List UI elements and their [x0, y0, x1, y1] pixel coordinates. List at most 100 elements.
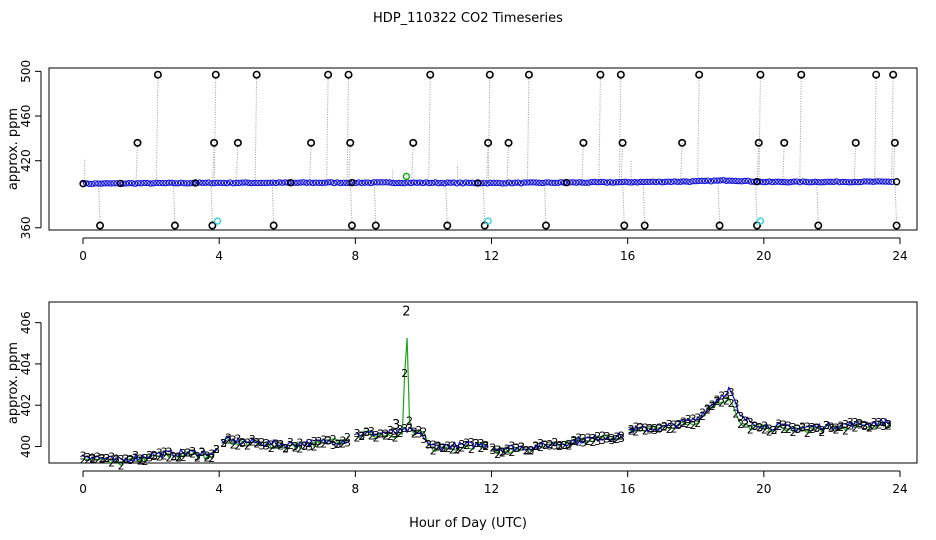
series-2-point-label: 2 — [420, 425, 427, 438]
baseline-point — [236, 179, 243, 187]
baseline-point — [665, 178, 672, 185]
baseline-point — [597, 178, 604, 186]
baseline-point — [701, 177, 709, 185]
series-2-point-label: 2 — [368, 430, 375, 443]
baseline-point — [796, 179, 804, 186]
baseline-point — [352, 179, 359, 187]
spike-line — [526, 74, 530, 183]
series-3-point-label: 3 — [628, 423, 635, 436]
series-3-point-label: 3 — [244, 437, 251, 450]
series-3-point-label: 3 — [220, 437, 227, 450]
series-2-point-label: 2 — [566, 439, 573, 452]
top-y-axis: 360 420 460 500 — [19, 60, 42, 239]
series-3-point-label: 3 — [406, 422, 413, 435]
series-2-point-label: 2 — [561, 439, 568, 452]
spike-line — [680, 142, 683, 182]
series-2-point-label: 2 — [354, 431, 361, 444]
series-2-point-label: 2 — [699, 410, 706, 423]
series-2-point-label: 2 — [287, 439, 294, 452]
baseline-point — [661, 178, 669, 186]
baseline-point — [854, 179, 862, 186]
baseline-point — [585, 179, 592, 186]
baseline-point — [110, 180, 117, 187]
baseline-point — [364, 179, 372, 186]
baseline-point — [107, 180, 114, 187]
baseline-point — [879, 178, 886, 185]
baseline-point — [162, 179, 169, 187]
top-y-tick-label: 420 — [19, 149, 33, 172]
baseline-point — [809, 178, 816, 186]
baseline-point — [321, 179, 329, 186]
top-panel: approx. ppm 0 4 8 12 16 20 24 360 420 460 500 — [6, 60, 918, 263]
baseline-point — [260, 179, 267, 186]
series-3-point-label: 3 — [473, 437, 480, 450]
baseline-point — [793, 178, 800, 185]
top-plot-marks — [79, 70, 901, 230]
series-2-point-label: 2 — [609, 432, 616, 445]
baseline-point — [570, 179, 577, 186]
series-3-point-label: 3 — [84, 451, 91, 464]
baseline-point — [649, 178, 657, 185]
baseline-point — [514, 179, 522, 186]
series-3-point-label: 3 — [832, 422, 839, 435]
series-2-point-label: 2 — [761, 423, 768, 436]
series-3-point-label: 3 — [249, 433, 256, 446]
series-3-point-label: 3 — [282, 442, 289, 455]
baseline-point — [174, 180, 182, 187]
outlier-point — [797, 70, 806, 79]
series-3-point-label: 3 — [542, 439, 549, 452]
series-2-point-label: 2 — [785, 423, 792, 436]
series-2-point-label: 2 — [680, 417, 687, 430]
bottom-y-axis-label: approx. ppm — [6, 342, 21, 424]
series-3-point-label: 3 — [273, 437, 280, 450]
baseline-point — [220, 179, 228, 187]
baseline-point — [426, 179, 433, 187]
outlier-point — [269, 221, 278, 230]
outlier-point — [324, 70, 333, 79]
series-3-point-label: 3 — [435, 439, 442, 452]
baseline-point — [600, 178, 607, 186]
series-2-point-label: 2 — [373, 431, 380, 444]
series-3-point-label: 3 — [556, 439, 563, 452]
baseline-point — [230, 180, 237, 187]
baseline-point — [478, 180, 485, 187]
series-3-point-label: 3 — [253, 436, 260, 449]
series-3-point-label: 3 — [618, 432, 625, 445]
series-2-point-label: 2 — [737, 418, 744, 431]
bottom-x-tick-label: 20 — [756, 482, 771, 496]
bottom-x-tick-label: 24 — [892, 482, 907, 496]
series-3-point-label: 3 — [518, 440, 525, 453]
series-3-point-label: 3 — [632, 420, 639, 433]
series-3-point-label: 3 — [239, 437, 246, 450]
baseline-point — [616, 179, 623, 186]
baseline-point — [441, 180, 448, 187]
series-2-point-label: 2 — [392, 431, 399, 444]
series-2-point-label: 2 — [804, 427, 811, 440]
outlier-point — [371, 221, 380, 230]
baseline-point — [594, 179, 601, 186]
baseline-point — [395, 179, 402, 187]
series-2-point-label: 2 — [244, 440, 251, 453]
series-2-point-label: 2 — [296, 442, 303, 455]
series-3-point-label: 3 — [656, 423, 663, 436]
baseline-point — [499, 180, 506, 187]
series-2-point-label: 2 — [775, 420, 782, 433]
cyan-point — [756, 217, 765, 225]
top-x-tick-label: 16 — [620, 249, 635, 263]
baseline-point — [508, 180, 516, 187]
outlier-point — [890, 138, 899, 147]
series-3-point-label: 3 — [392, 427, 399, 440]
series-2-point-label: 2 — [594, 430, 601, 443]
series-3-point-label: 3 — [268, 439, 275, 452]
series-3-point-label: 3 — [813, 422, 820, 435]
baseline-point — [738, 178, 745, 185]
series-2-point-label: 2 — [618, 430, 625, 443]
baseline-point — [389, 179, 396, 187]
series-2-point-label: 2 — [551, 436, 558, 449]
baseline-point — [168, 179, 176, 186]
series-2-point-label: 2 — [330, 433, 337, 446]
outlier-point — [210, 138, 219, 147]
series-2-point-label: 2 — [632, 425, 639, 438]
baseline-point — [707, 178, 715, 185]
series-3-point-label: 3 — [137, 453, 144, 466]
